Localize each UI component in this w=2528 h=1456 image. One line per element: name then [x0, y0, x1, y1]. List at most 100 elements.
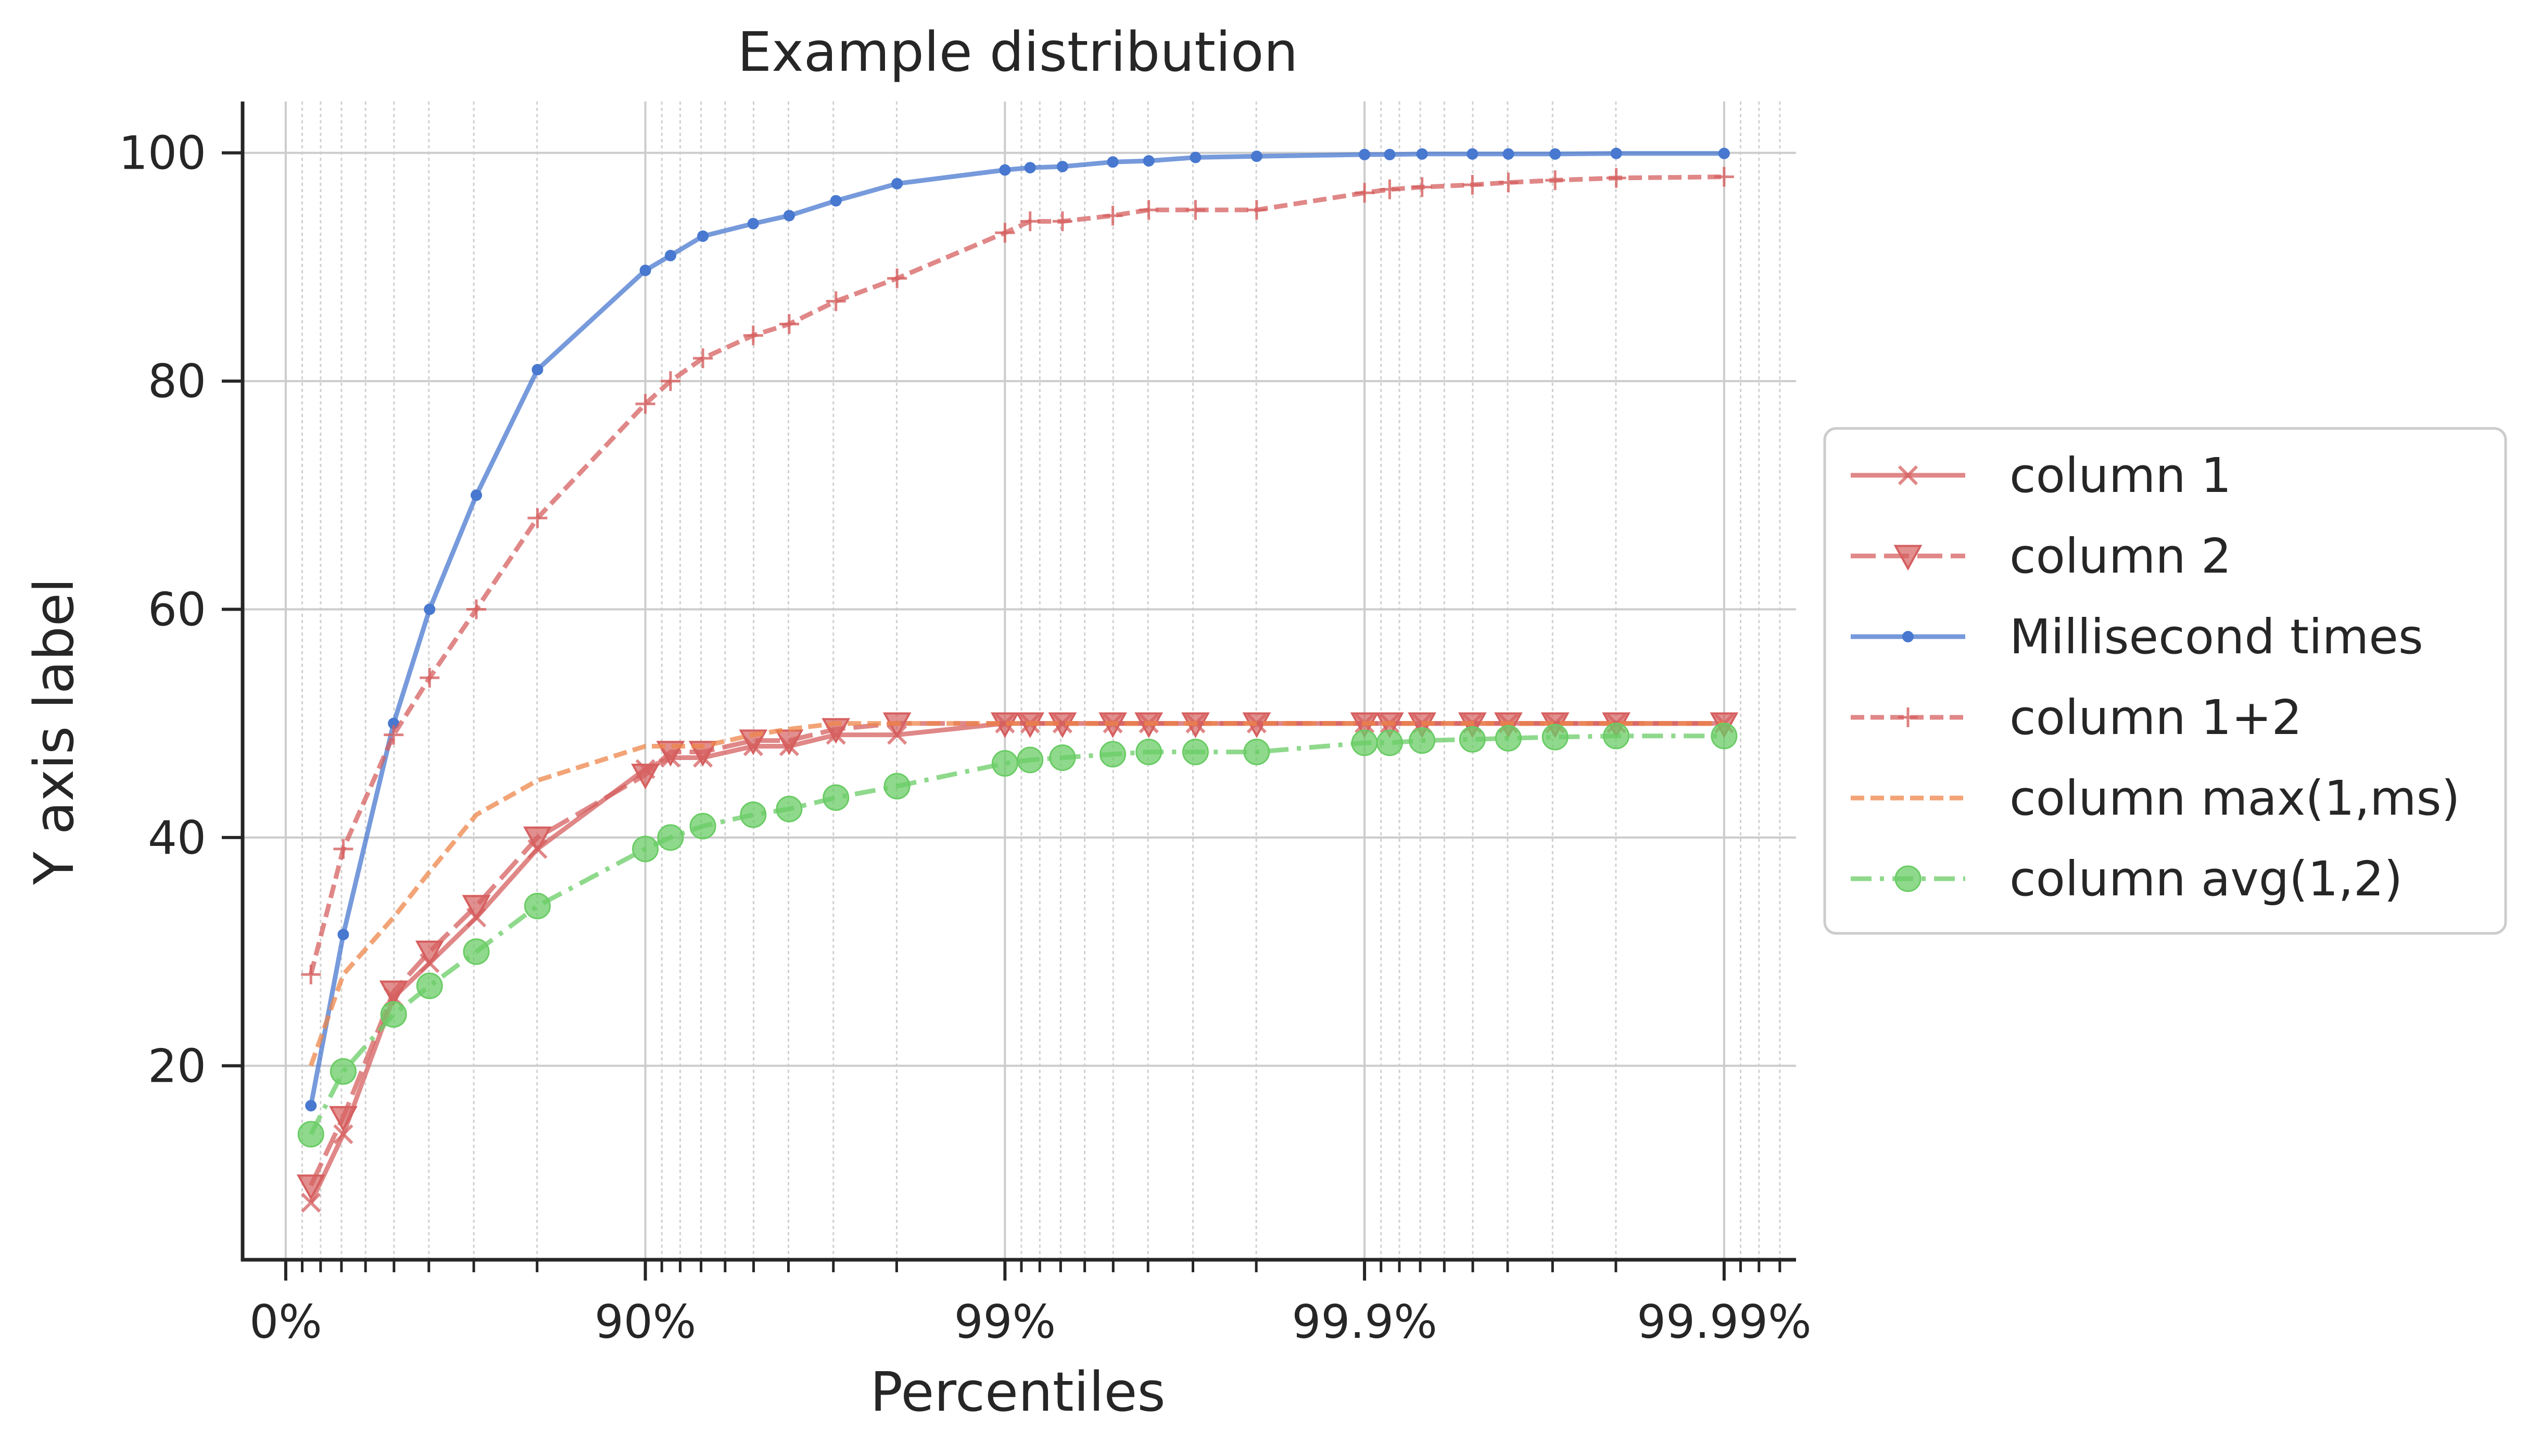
data-point	[297, 1121, 324, 1148]
data-point	[337, 929, 349, 941]
data-point	[631, 764, 660, 790]
series-1	[296, 712, 1739, 1200]
data-point	[462, 895, 491, 921]
y-tick-label: 40	[148, 811, 206, 865]
data-point	[1380, 179, 1400, 199]
data-point	[1103, 206, 1123, 226]
data-point	[1190, 151, 1202, 163]
y-axis-label: Y axis label	[22, 578, 86, 885]
data-point	[470, 489, 482, 501]
data-point	[1351, 729, 1378, 756]
data-point	[743, 325, 763, 346]
data-point	[1603, 723, 1630, 750]
data-point	[1182, 739, 1209, 766]
data-point	[1056, 160, 1068, 172]
series-line	[308, 174, 1724, 976]
data-point	[1459, 726, 1486, 753]
data-point	[783, 210, 795, 222]
data-point	[1462, 175, 1483, 195]
data-point	[779, 314, 799, 334]
data-point	[1139, 200, 1159, 220]
data-point	[1502, 148, 1514, 160]
series-line	[308, 721, 1724, 1067]
data-point	[1711, 723, 1738, 750]
x-tick-label: 0%	[249, 1295, 322, 1349]
data-point	[1606, 168, 1626, 188]
y-tick-label: 80	[148, 354, 206, 408]
data-point	[333, 1124, 353, 1144]
data-point	[1185, 200, 1206, 220]
data-point	[301, 964, 321, 984]
data-point	[333, 839, 353, 859]
data-point	[424, 603, 436, 615]
data-point	[1359, 148, 1371, 160]
data-point	[689, 813, 716, 840]
data-point	[632, 835, 659, 863]
legend-label: column 1	[2009, 448, 2231, 503]
data-point	[296, 1174, 325, 1200]
x-tick-label: 99%	[954, 1295, 1056, 1349]
chart-title: Example distribution	[738, 20, 1298, 84]
legend-entry: column 1	[1851, 448, 2231, 503]
data-point	[532, 364, 543, 376]
data-point	[1024, 162, 1036, 174]
data-point	[635, 394, 655, 414]
legend: column 1 column 2 Millisecond times column …	[1823, 427, 2507, 935]
data-point	[380, 1001, 407, 1028]
series-3	[301, 167, 1734, 984]
data-point	[1416, 148, 1428, 160]
y-tick-label: 20	[148, 1039, 206, 1093]
data-point	[1107, 156, 1119, 168]
data-point	[639, 264, 651, 276]
data-point	[823, 784, 850, 811]
data-point	[887, 268, 907, 288]
data-point	[776, 795, 803, 822]
data-point	[1246, 200, 1267, 220]
data-point	[1099, 741, 1127, 768]
x-tick-label: 90%	[595, 1295, 697, 1349]
legend-label: column max(1,ms)	[2009, 770, 2460, 826]
data-point	[1017, 746, 1044, 774]
data-point	[1250, 150, 1262, 162]
series-4	[308, 721, 1724, 1067]
legend-marker	[1902, 631, 1914, 642]
legend-marker	[1898, 465, 1918, 486]
data-point	[1243, 739, 1270, 766]
legend-label: column 2	[2009, 528, 2231, 584]
legend-label: column 1+2	[2009, 690, 2302, 745]
data-point	[991, 750, 1018, 777]
data-point	[693, 348, 713, 369]
legend-entry: column avg(1,2)	[1851, 851, 2403, 907]
y-tick-label: 100	[119, 126, 206, 180]
data-point	[1495, 725, 1522, 752]
data-point	[384, 725, 404, 745]
data-point	[1384, 148, 1396, 160]
data-point	[420, 668, 440, 688]
data-point	[1376, 729, 1403, 756]
data-point	[1020, 211, 1040, 232]
axes-layer: 0% 90% 99% 99.9% 99.99% 20 40 60 80 100	[119, 102, 1812, 1349]
data-point	[1467, 148, 1478, 160]
data-point	[1143, 155, 1155, 167]
data-point	[657, 824, 684, 851]
data-point	[524, 892, 551, 919]
x-tick-label: 99.99%	[1637, 1295, 1812, 1349]
series-layer	[296, 147, 1739, 1213]
x-axis-label: Percentiles	[870, 1360, 1165, 1424]
data-point	[1714, 167, 1734, 187]
series-line	[309, 721, 1724, 1187]
data-point	[1409, 727, 1436, 754]
data-point	[826, 291, 846, 311]
data-point	[330, 1058, 357, 1085]
legend-marker	[1894, 865, 1922, 892]
series-5	[297, 723, 1738, 1148]
data-point	[415, 940, 444, 967]
data-point	[830, 195, 842, 207]
legend-label: Millisecond times	[2009, 609, 2423, 665]
data-point	[995, 223, 1015, 243]
legend-label: column avg(1,2)	[2009, 851, 2403, 907]
data-point	[523, 826, 552, 853]
series-2	[305, 147, 1730, 1112]
data-point	[1052, 211, 1072, 232]
